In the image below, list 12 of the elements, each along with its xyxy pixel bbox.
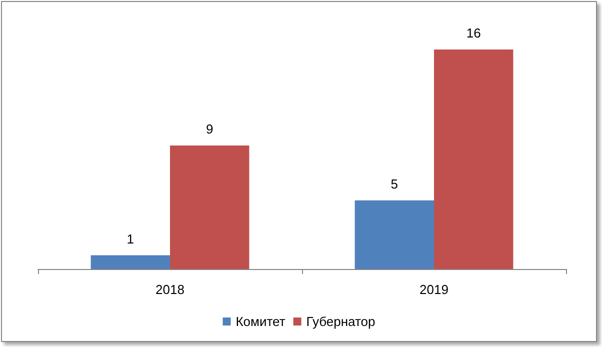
data-label: 1 [126, 231, 134, 246]
x-tick-label: 2018 [156, 282, 184, 297]
legend-label: Комитет [236, 314, 286, 329]
x-tick-label: 2019 [420, 282, 448, 297]
bar [434, 49, 514, 269]
data-label: 16 [466, 25, 481, 40]
bar [170, 146, 250, 269]
legend-label: Губернатор [306, 314, 376, 329]
bar [354, 200, 434, 269]
data-label: 5 [390, 176, 398, 192]
bar [90, 255, 170, 269]
data-label: 9 [206, 122, 214, 136]
